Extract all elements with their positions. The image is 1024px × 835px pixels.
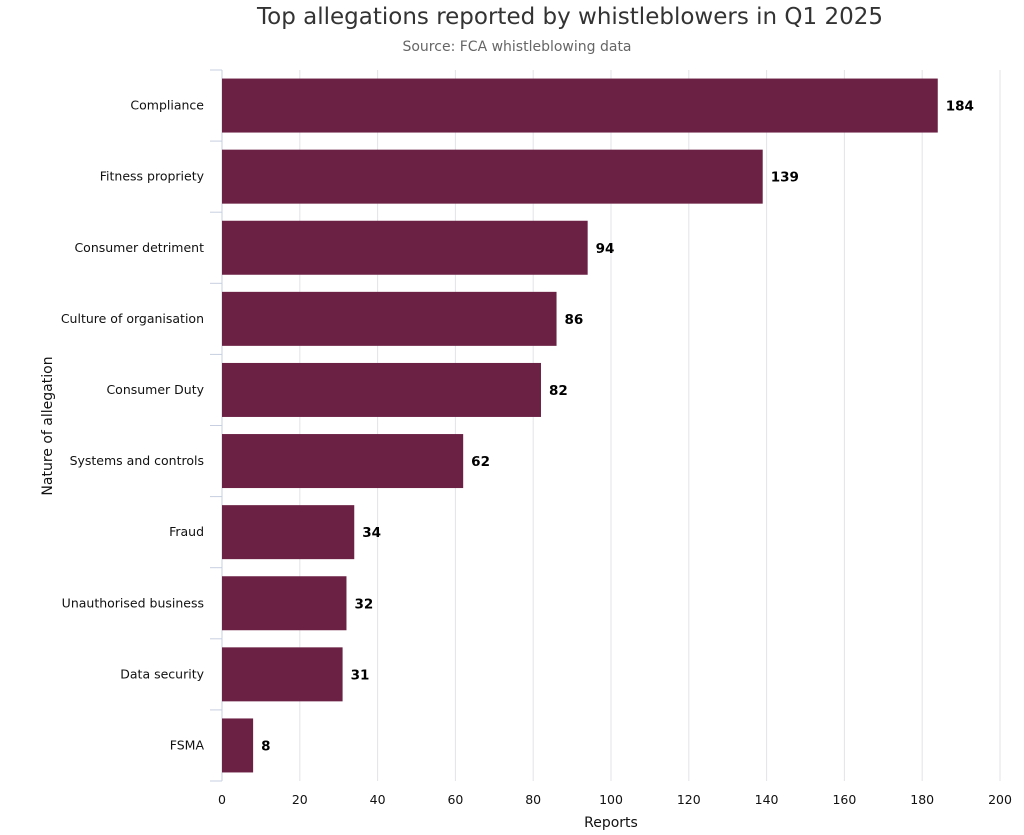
data-label: 32 [354,596,373,612]
x-tick-label: 0 [218,792,226,807]
data-label: 184 [946,99,974,115]
x-tick-label: 20 [292,792,308,807]
x-tick-label: 40 [370,792,386,807]
x-axis-ticks: 0 20 40 60 80 100 120 140 160 180 200 [218,792,1012,807]
chart-subtitle: Source: FCA whistleblowing data [402,39,631,55]
data-label: 31 [351,667,370,683]
data-label: 82 [549,383,568,399]
x-tick-label: 100 [599,792,623,807]
bar [222,576,347,631]
x-tick-label: 60 [447,792,463,807]
bar [222,220,588,275]
x-tick-label: 160 [832,792,856,807]
category-label: Unauthorised business [62,595,204,610]
chart-title: Top allegations reported by whistleblowe… [256,4,883,30]
x-tick-label: 180 [910,792,934,807]
bar [222,434,464,489]
category-label: Compliance [130,98,204,113]
bars: 184 139 94 86 82 62 34 32 31 8 [222,78,974,773]
category-label: Consumer Duty [106,382,204,397]
x-tick-label: 80 [525,792,541,807]
category-label: Data security [120,666,204,681]
bar [222,291,557,346]
x-tick-label: 120 [677,792,701,807]
bar [222,362,541,417]
bar [222,149,763,204]
category-label: FSMA [170,737,205,752]
data-label: 34 [362,525,381,541]
data-label: 139 [771,170,799,186]
data-label: 94 [596,241,615,257]
bar [222,718,254,773]
category-label: Systems and controls [70,453,204,468]
data-label: 8 [261,738,270,754]
category-label: Consumer detriment [74,240,204,255]
data-label: 86 [565,312,584,328]
category-label: Fraud [169,524,204,539]
bar [222,647,343,702]
bar [222,505,355,560]
y-axis-title: Nature of allegation [40,356,56,495]
data-label: 62 [471,454,490,470]
category-label: Culture of organisation [61,311,204,326]
x-tick-label: 140 [755,792,779,807]
category-labels: Compliance Fitness propriety Consumer detr… [61,98,205,753]
category-label: Fitness propriety [100,169,205,184]
bar [222,78,938,133]
x-axis-title: Reports [584,815,638,831]
x-tick-label: 200 [988,792,1012,807]
